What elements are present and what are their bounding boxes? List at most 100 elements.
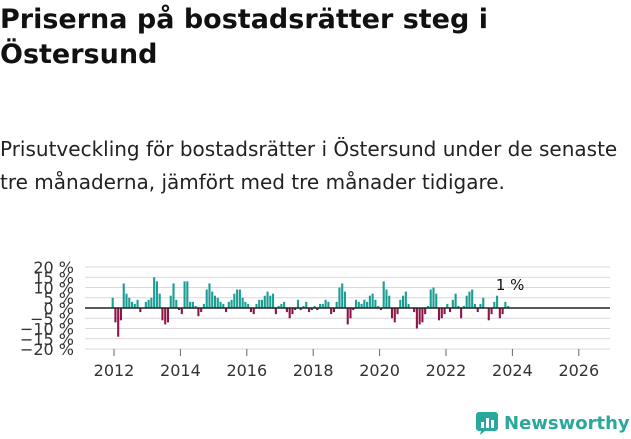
bar bbox=[360, 303, 363, 308]
x-tick-label: 2020 bbox=[359, 361, 400, 380]
bar bbox=[424, 308, 427, 315]
bar bbox=[363, 299, 366, 308]
bar bbox=[324, 299, 327, 308]
bar bbox=[310, 308, 313, 311]
bar bbox=[352, 308, 355, 311]
bar bbox=[177, 308, 181, 311]
bar bbox=[175, 299, 178, 308]
bar bbox=[399, 299, 402, 308]
last-value-label: 1 % bbox=[496, 276, 525, 294]
bar bbox=[407, 303, 410, 308]
bar bbox=[349, 308, 352, 319]
bar bbox=[128, 297, 131, 308]
bar bbox=[147, 299, 150, 308]
bar bbox=[299, 308, 302, 311]
bar bbox=[418, 308, 421, 325]
bar bbox=[136, 299, 139, 308]
bar bbox=[440, 308, 443, 319]
bar bbox=[476, 308, 479, 313]
bar bbox=[313, 305, 316, 308]
bar bbox=[172, 283, 175, 308]
bar bbox=[255, 303, 258, 308]
bar bbox=[205, 289, 208, 308]
bar bbox=[498, 308, 501, 319]
bar bbox=[296, 299, 300, 308]
bar bbox=[186, 281, 189, 308]
chart-subtitle: Prisutveckling för bostadsrätter i Öster… bbox=[0, 137, 618, 194]
bar bbox=[213, 295, 217, 308]
bar bbox=[338, 287, 341, 308]
y-tick-label: −10 % bbox=[20, 320, 74, 339]
brand-name: Newsworthy bbox=[504, 412, 630, 434]
bar bbox=[158, 293, 161, 308]
y-tick-label: 5 % bbox=[44, 289, 74, 308]
bar bbox=[227, 301, 230, 308]
bar bbox=[252, 308, 255, 315]
bar bbox=[263, 295, 266, 308]
y-tick-label: 20 % bbox=[33, 258, 74, 277]
bar bbox=[302, 305, 305, 308]
bar bbox=[496, 295, 499, 308]
bar bbox=[249, 308, 252, 313]
bar bbox=[208, 283, 211, 308]
bar bbox=[194, 305, 197, 308]
bar bbox=[413, 308, 416, 313]
bar bbox=[393, 308, 396, 323]
brand-logo: Newsworthy bbox=[476, 409, 630, 437]
bar bbox=[233, 293, 236, 308]
bar bbox=[211, 291, 214, 308]
bar bbox=[197, 308, 200, 317]
bar bbox=[200, 308, 203, 313]
bar bbox=[341, 283, 344, 308]
bar bbox=[180, 308, 183, 315]
bar bbox=[487, 308, 490, 321]
bar-chart-logo-icon bbox=[476, 412, 498, 435]
bar bbox=[385, 289, 388, 308]
bar bbox=[368, 295, 371, 308]
bar bbox=[374, 299, 377, 308]
bar bbox=[490, 308, 493, 315]
bar bbox=[388, 295, 391, 308]
bar bbox=[404, 291, 407, 308]
bar bbox=[468, 291, 471, 308]
x-tick-label: 2016 bbox=[226, 361, 267, 380]
bar bbox=[346, 308, 349, 325]
bar bbox=[507, 305, 510, 308]
bar bbox=[230, 299, 233, 308]
bar bbox=[150, 297, 153, 308]
price-change-chart: 20 %15 %10 %5 %0 %−5 %−10 %−15 %−20 % 201… bbox=[20, 258, 610, 380]
bar bbox=[283, 301, 286, 308]
bar bbox=[426, 305, 429, 308]
bar bbox=[421, 308, 424, 323]
bar bbox=[153, 277, 156, 308]
bar bbox=[144, 301, 147, 308]
bar bbox=[166, 308, 170, 323]
bar bbox=[462, 305, 465, 308]
y-tick-label: −5 % bbox=[30, 309, 74, 328]
bar bbox=[285, 308, 288, 313]
bar bbox=[435, 293, 438, 308]
bar bbox=[437, 308, 441, 321]
y-tick-label: 10 % bbox=[33, 279, 74, 298]
bar bbox=[366, 301, 369, 308]
bar bbox=[130, 301, 134, 308]
bar bbox=[377, 305, 380, 308]
bar bbox=[479, 303, 482, 308]
bar bbox=[236, 289, 239, 308]
bar bbox=[482, 297, 485, 308]
bar bbox=[319, 303, 322, 308]
bar bbox=[189, 301, 192, 308]
bar bbox=[117, 308, 120, 337]
bar bbox=[396, 308, 399, 315]
bar bbox=[390, 308, 394, 319]
bar bbox=[357, 301, 360, 308]
bar bbox=[454, 293, 457, 308]
bar bbox=[258, 299, 261, 308]
bar bbox=[332, 308, 335, 313]
bar bbox=[119, 308, 123, 321]
bar bbox=[449, 308, 452, 313]
bar bbox=[269, 295, 272, 308]
bar bbox=[191, 301, 194, 308]
x-tick-label: 2024 bbox=[492, 361, 533, 380]
bar bbox=[277, 305, 280, 308]
